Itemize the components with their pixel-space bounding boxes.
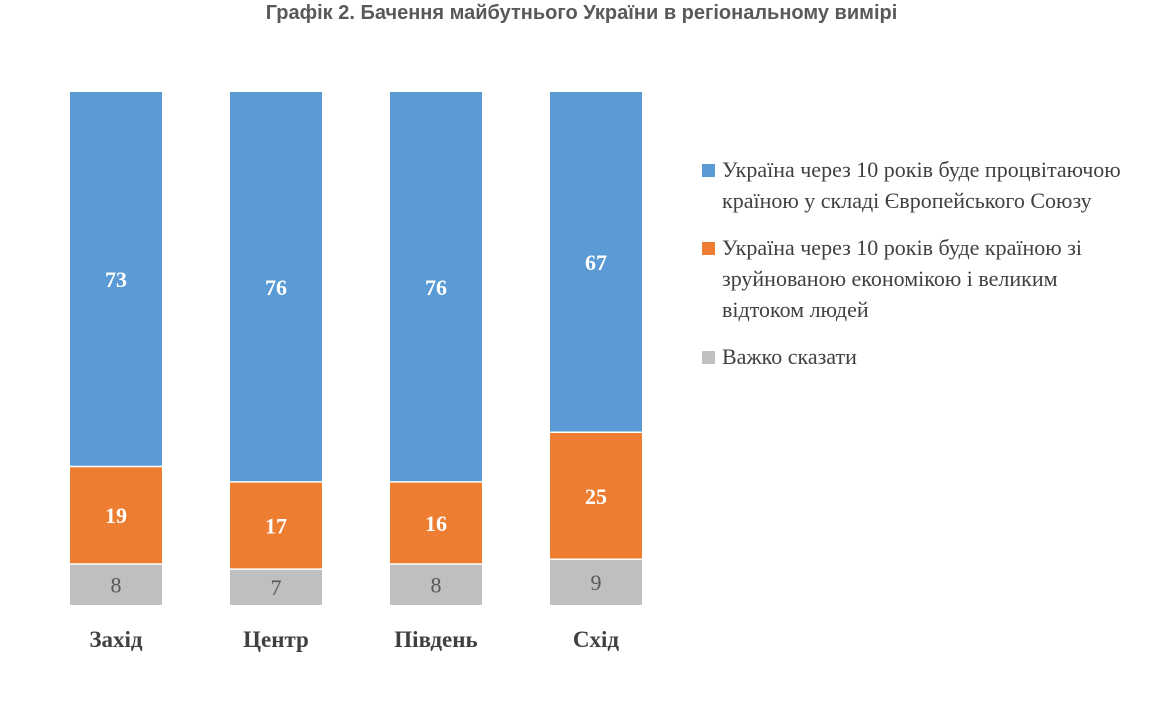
legend-swatch-blue bbox=[702, 164, 715, 177]
legend-label: Україна через 10 років буде процвітаючою… bbox=[722, 157, 1121, 213]
data-label: 25 bbox=[585, 484, 607, 509]
bar-segment-ruined-economy bbox=[390, 481, 482, 564]
bar-segment-prosperous-eu bbox=[70, 92, 162, 467]
data-label: 17 bbox=[265, 513, 287, 538]
legend-swatch-gray bbox=[702, 351, 715, 364]
bar-segment-ruined-economy bbox=[230, 481, 322, 570]
legend: Україна через 10 років буде процвітаючою… bbox=[702, 154, 1122, 388]
bar-segment-hard-to-say bbox=[550, 559, 642, 605]
bar-segment-hard-to-say bbox=[230, 569, 322, 605]
legend-swatch-orange bbox=[702, 242, 715, 255]
bar-segment-ruined-economy bbox=[70, 466, 162, 564]
data-label: 73 bbox=[105, 267, 127, 292]
data-label: 16 bbox=[425, 511, 447, 536]
legend-item-prosperous-eu: Україна через 10 років буде процвітаючою… bbox=[702, 154, 1122, 216]
data-label: 76 bbox=[265, 275, 287, 300]
legend-label: Важко сказати bbox=[722, 344, 857, 369]
data-label: 7 bbox=[271, 575, 282, 600]
category-label: Захід bbox=[89, 627, 143, 652]
data-label: 76 bbox=[425, 275, 447, 300]
data-label: 8 bbox=[111, 572, 122, 597]
chart-title: Графік 2. Бачення майбутнього України в … bbox=[265, 2, 898, 24]
data-label: 9 bbox=[591, 570, 602, 595]
bar-segment-hard-to-say bbox=[70, 563, 162, 605]
bar-segment-ruined-economy bbox=[550, 432, 642, 560]
legend-item-ruined-economy: Україна через 10 років буде країною зі з… bbox=[702, 232, 1122, 325]
bar-segment-prosperous-eu bbox=[390, 92, 482, 482]
data-label: 19 bbox=[105, 503, 127, 528]
data-label: 67 bbox=[585, 250, 607, 275]
category-label: Південь bbox=[394, 627, 477, 652]
category-label: Схід bbox=[573, 627, 620, 652]
data-label: 8 bbox=[431, 572, 442, 597]
category-label: Центр bbox=[243, 627, 309, 652]
legend-item-hard-to-say: Важко сказати bbox=[702, 341, 1122, 372]
bar-segment-hard-to-say bbox=[390, 563, 482, 605]
legend-label: Україна через 10 років буде країною зі з… bbox=[722, 235, 1082, 322]
bar-segment-prosperous-eu bbox=[230, 92, 322, 482]
bar-segment-prosperous-eu bbox=[550, 92, 642, 433]
